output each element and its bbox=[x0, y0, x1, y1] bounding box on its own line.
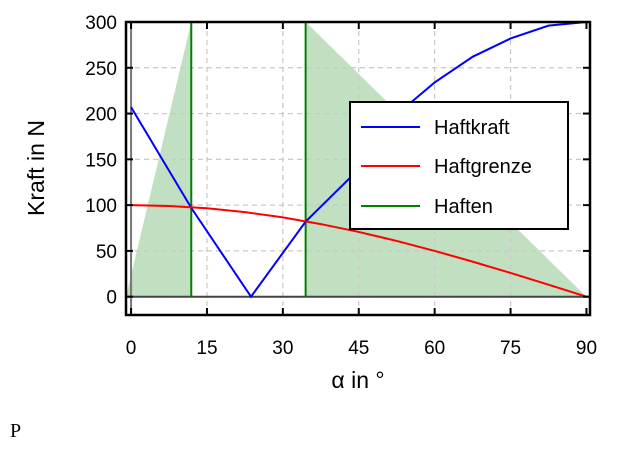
legend: Haftkraft Haftgrenze Haften bbox=[349, 101, 569, 230]
plot-frame bbox=[124, 20, 592, 317]
x-tick-label-0: 0 bbox=[126, 338, 137, 359]
footer-mark: P bbox=[10, 420, 22, 442]
x-axis-label: α in ° bbox=[331, 367, 384, 393]
y-tick-label-300: 300 bbox=[85, 13, 117, 34]
y-tick-label-250: 250 bbox=[85, 59, 117, 80]
legend-label-haften: Haften bbox=[434, 196, 493, 218]
y-tick-label-0: 0 bbox=[106, 288, 117, 309]
y-tick-label-100: 100 bbox=[85, 196, 117, 217]
series-haftgrenze bbox=[131, 204, 587, 298]
x-tick-label-75: 75 bbox=[500, 338, 521, 359]
tick-labels: 0 15 30 45 60 75 90 0 50 100 150 200 250 300 bbox=[85, 13, 597, 359]
y-axis-label: Kraft in N bbox=[23, 120, 49, 216]
x-tick-label-90: 90 bbox=[576, 338, 597, 359]
legend-label-haftgrenze: Haftgrenze bbox=[434, 156, 532, 178]
legend-label-haftkraft: Haftkraft bbox=[434, 117, 510, 139]
y-tick-label-50: 50 bbox=[96, 242, 117, 263]
x-tick-label-15: 15 bbox=[196, 338, 217, 359]
x-tick-label-60: 60 bbox=[424, 338, 445, 359]
y-tick-label-150: 150 bbox=[85, 150, 117, 171]
x-tick-label-45: 45 bbox=[348, 338, 369, 359]
y-tick-label-200: 200 bbox=[85, 105, 117, 126]
x-tick-label-30: 30 bbox=[272, 338, 293, 359]
haften-fill-0 bbox=[126, 22, 192, 297]
